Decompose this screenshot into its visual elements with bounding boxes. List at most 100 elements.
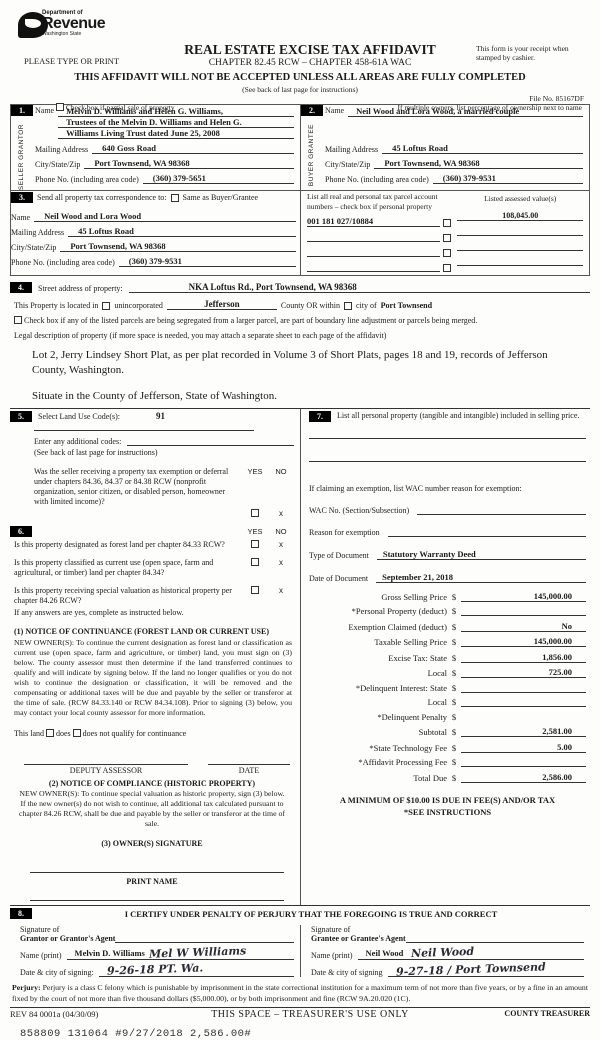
buyer-mailing-field[interactable]: 45 Loftus Road (382, 143, 583, 154)
section-2-number: 2. (301, 105, 323, 116)
exemption-no-answer: x (279, 508, 283, 518)
does-not-checkbox[interactable] (72, 728, 81, 737)
owners-signature-label: (3) OWNER(S) SIGNATURE (101, 839, 203, 849)
seller-city-field[interactable]: Port Townsend, WA 98368 (84, 158, 294, 169)
corr-phone-field[interactable]: (360) 379-9531 (118, 256, 296, 268)
section-3-number: 3. (11, 192, 33, 204)
grantee-name-print-field[interactable]: Neil Wood Neil Wood (357, 945, 584, 960)
historical-yes-checkbox[interactable] (251, 585, 259, 594)
grantee-date-field[interactable]: 9-27-18 / Port Townsend (387, 960, 584, 979)
same-as-buyer-checkbox[interactable] (170, 193, 179, 202)
section-5-number: 5. (10, 410, 32, 422)
additional-codes-label: Enter any additional codes: (34, 436, 122, 446)
wac-no-field[interactable] (417, 505, 586, 515)
dollar-sign: $ (451, 668, 457, 679)
personal-property-checkbox-1[interactable] (443, 218, 452, 227)
seller-name-line-3[interactable]: Williams Living Trust dated June 25, 200… (58, 128, 294, 139)
taxable-selling-price-field[interactable]: 145,000.00 (461, 636, 586, 648)
excise-tax-state-field[interactable]: 1,856.00 (461, 652, 586, 663)
section-6-number: 6. (10, 525, 32, 537)
form-header: Department of Revenue Washington State P… (10, 8, 590, 112)
gross-selling-price-field[interactable]: 145,000.00 (461, 591, 586, 602)
buyer-grantee-side-label: BUYER GRANTEE (307, 124, 315, 187)
personal-property-checkbox-4[interactable] (443, 263, 452, 272)
assessed-value-field-3[interactable] (457, 241, 583, 252)
county-field[interactable]: Jefferson (166, 299, 277, 310)
land-use-code-field[interactable]: 91 (155, 411, 165, 422)
grantor-sig-label-2: Grantor or Grantor's Agent (20, 934, 116, 944)
seller-phone-field[interactable]: (360) 379-5651 (142, 173, 294, 184)
forest-land-yes-checkbox[interactable] (251, 539, 259, 548)
assessed-value-field-2[interactable] (457, 226, 583, 237)
city-checkbox[interactable] (344, 301, 352, 310)
logo-revenue-text: Revenue (42, 15, 106, 32)
buyer-name-field[interactable]: Neil Wood and Lora Wood, a married coupl… (348, 106, 583, 117)
corr-city-field[interactable]: Port Townsend, WA 98368 (60, 241, 296, 253)
delinquent-penalty-field[interactable] (461, 712, 586, 722)
reason-exemption-field[interactable] (387, 527, 586, 537)
fee-label: Exemption Claimed (deduct) (348, 621, 447, 632)
print-name-line[interactable] (30, 900, 284, 902)
personal-property-deduct-field[interactable] (461, 606, 586, 617)
exemption-yes-checkbox[interactable] (251, 508, 259, 517)
owners-signature-line[interactable] (30, 872, 284, 874)
grantee-name-print-label: Name (print) (311, 951, 353, 961)
seller-name-line-1[interactable]: Melvin D. Williams and Helen G. Williams… (58, 106, 294, 117)
delinquent-interest-local-field[interactable] (461, 697, 586, 708)
personal-property-checkbox-3[interactable] (443, 248, 452, 257)
additional-codes-field[interactable] (127, 444, 294, 446)
current-use-yes-checkbox[interactable] (251, 557, 259, 566)
seller-mailing-field[interactable]: 640 Goss Road (92, 143, 294, 154)
section-8: 8. I CERTIFY UNDER PENALTY OF PERJURY TH… (10, 905, 590, 979)
seller-city-label: City/State/Zip (35, 160, 81, 169)
street-address-field[interactable]: NKA Loftus Rd., Port Townsend, WA 98368 (128, 282, 590, 293)
section-1-number: 1. (11, 105, 33, 116)
corr-name-label: Name (11, 213, 31, 223)
buyer-city-field[interactable]: Port Townsend, WA 98368 (374, 158, 583, 169)
fee-label: Taxable Selling Price (374, 637, 447, 648)
corr-mailing-field[interactable]: 45 Loftus Road (68, 226, 296, 238)
left-column: 5. Select Land Use Code(s): 91 Enter any… (10, 409, 300, 906)
state-technology-fee-field[interactable]: 5.00 (461, 742, 586, 753)
parcel-field-3[interactable] (307, 247, 441, 257)
situate-text: Situate in the County of Jefferson, Stat… (32, 389, 277, 402)
land-use-label: Select Land Use Code(s): (38, 411, 120, 421)
affidavit-processing-fee-field[interactable] (461, 757, 586, 768)
personal-property-line-1[interactable] (309, 437, 586, 439)
parcel-field-4[interactable] (307, 262, 441, 272)
seller-name-line-2[interactable]: Trustees of the Melvin D. Williams and H… (58, 117, 294, 128)
assessed-value-field-4[interactable] (457, 256, 583, 267)
delinquent-interest-state-field[interactable] (461, 683, 586, 693)
county-or-label: County OR within (280, 300, 340, 310)
segregated-checkbox[interactable] (14, 315, 22, 324)
parcel-field-1[interactable]: 001 181 027/10884 (307, 216, 441, 227)
subtotal-field[interactable]: 2,581.00 (461, 726, 586, 738)
dollar-sign: $ (451, 606, 457, 617)
exemption-wac-note: If claiming an exemption, list WAC numbe… (309, 483, 522, 493)
section-7-number: 7. (309, 410, 331, 422)
excise-tax-local-field[interactable]: 725.00 (461, 667, 586, 679)
buyer-phone-field[interactable]: (360) 379-9531 (432, 173, 583, 184)
exemption-claimed-field[interactable]: No (461, 621, 586, 632)
date-document-field[interactable]: September 21, 2018 (376, 572, 586, 583)
no-header-5: NO (275, 466, 287, 476)
grantor-signature-line[interactable] (115, 934, 294, 944)
grantor-name-print-field[interactable]: Melvin D. Williams Mel W Williams (66, 944, 294, 961)
does-checkbox[interactable] (46, 728, 54, 737)
grantor-date-field[interactable]: 9-26-18 PT. Wa. (98, 961, 294, 978)
historical-question: Is this property receiving special valua… (14, 585, 232, 605)
unincorporated-checkbox[interactable] (102, 301, 111, 310)
wac-no-label: WAC No. (Section/Subsection) (309, 505, 410, 515)
grantee-signature-line[interactable] (405, 934, 584, 944)
total-due-field[interactable]: 2,586.00 (461, 772, 586, 783)
city-field[interactable]: Port Townsend (380, 300, 433, 310)
completion-warning: THIS AFFIDAVIT WILL NOT BE ACCEPTED UNLE… (74, 72, 526, 83)
partial-sale-checkbox[interactable] (56, 103, 64, 111)
grantor-signature-block: Signature of Grantor or Grantor's Agent … (10, 925, 300, 978)
personal-property-checkbox-2[interactable] (443, 233, 452, 242)
corr-name-field[interactable]: Neil Wood and Lora Wood (34, 211, 296, 223)
type-document-field[interactable]: Statutory Warranty Deed (376, 549, 586, 560)
parcel-field-2[interactable] (307, 232, 441, 242)
personal-property-line-2[interactable] (309, 460, 586, 462)
assessed-value-field-1[interactable]: 108,045.00 (457, 211, 583, 222)
